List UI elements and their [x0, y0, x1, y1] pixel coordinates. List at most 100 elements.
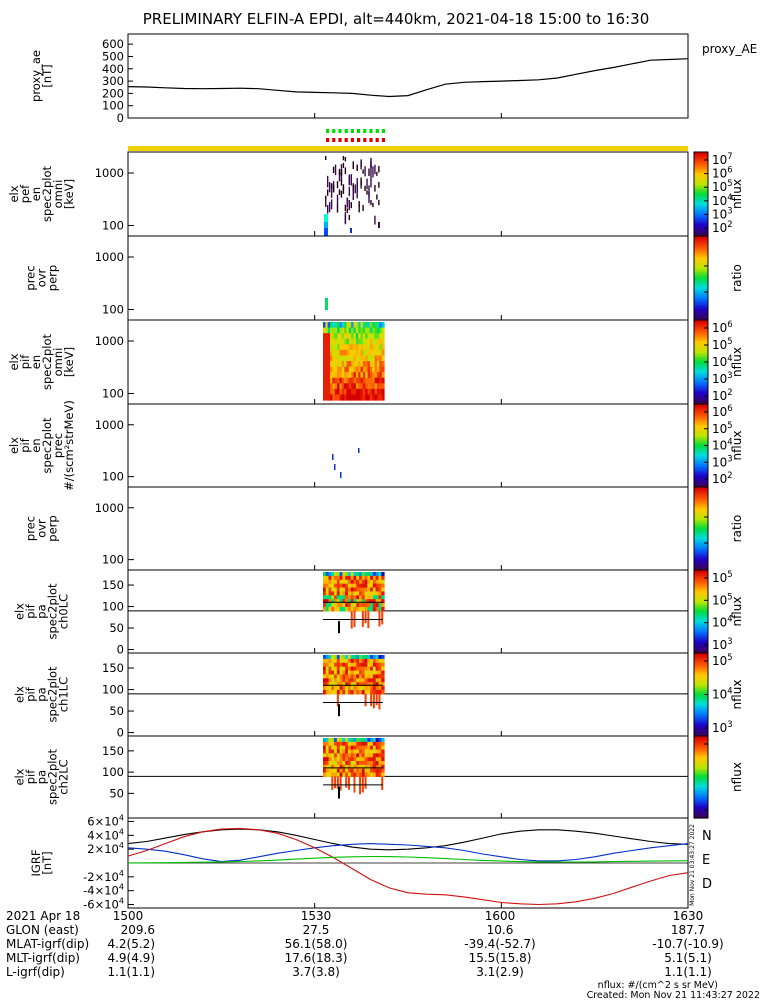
- spectrogram-cell: [362, 169, 364, 174]
- spectrogram-cell: [327, 333, 331, 340]
- spectrogram-cell: [367, 572, 371, 577]
- colorbar-cell: [694, 719, 708, 723]
- spectrogram-cell: [361, 591, 366, 596]
- colorbar-cell: [694, 420, 708, 424]
- spectrogram-cell: [361, 572, 366, 577]
- colorbar-cell: [694, 791, 708, 794]
- spectrogram-cell: [328, 670, 332, 676]
- y-tick-label: 1000: [95, 166, 124, 180]
- colorbar-cell: [694, 263, 708, 266]
- spectrogram-cell: [369, 377, 373, 384]
- spectrogram-cell: [370, 749, 374, 754]
- spectrogram-cell: [364, 666, 368, 672]
- y-tick-label: 100: [102, 303, 124, 317]
- spectrogram-cell: [341, 366, 345, 373]
- spectrogram-cell: [342, 772, 346, 777]
- spectrogram-cell: [341, 372, 345, 379]
- colorbar-cell: [694, 632, 708, 635]
- colorbar-cell: [694, 305, 708, 308]
- spectrogram-cell: [334, 579, 338, 585]
- colorbar-label: nflux: [730, 762, 744, 792]
- x-row-value: 4.9(4.9): [107, 951, 155, 965]
- spectrogram-cell: [359, 757, 363, 762]
- y-axis-label-line: perp: [46, 515, 60, 541]
- spectrogram-cell: [370, 686, 374, 691]
- spectrogram-cell: [375, 682, 380, 687]
- spectrogram-cell: [332, 372, 336, 379]
- spectrogram-cell: [325, 579, 330, 585]
- spectrogram-cell: [370, 572, 374, 577]
- spectrogram-cell: [355, 349, 359, 357]
- spectrogram-cell: [325, 753, 330, 758]
- spectrogram-cell: [364, 745, 368, 751]
- spectrogram-cell: [376, 344, 380, 351]
- colorbar-cell: [694, 646, 708, 650]
- colorbar-cell: [694, 572, 708, 575]
- colorbar-cell: [694, 740, 708, 743]
- spectrogram-cell: [368, 185, 370, 197]
- colorbar-cell: [694, 378, 708, 382]
- spectrogram-cell: [348, 388, 352, 396]
- spectrogram-cell: [348, 327, 352, 334]
- status-tick-red: [369, 138, 373, 142]
- colorbar-frame: [693, 735, 709, 819]
- colorbar-cell: [694, 275, 708, 279]
- spectrogram-cell: [344, 366, 348, 373]
- spectrogram-cell: [336, 587, 341, 593]
- spectrogram-cell: [367, 670, 371, 676]
- colorbar-cell: [694, 626, 708, 629]
- spectrogram-cell: [347, 772, 352, 777]
- spectrogram-cell: [336, 768, 341, 774]
- colorbar-cell: [694, 615, 708, 619]
- y-tick-label: 150: [102, 744, 124, 758]
- spectrogram-cell: [342, 764, 346, 770]
- spectrogram-cell: [360, 372, 364, 379]
- spectrogram-cell: [367, 745, 371, 751]
- spectrogram-cell: [358, 322, 362, 329]
- y-axis-label-line: spec2plot: [40, 333, 54, 390]
- spectrogram-cell: [325, 678, 330, 683]
- spectrogram-cell: [339, 394, 343, 401]
- spectrogram-cell: [361, 738, 366, 743]
- colorbar-cell: [694, 797, 708, 801]
- x-row-value: 56.1(58.0): [285, 937, 348, 951]
- spectrogram-cell: [345, 745, 349, 751]
- colorbar-cell: [694, 659, 708, 662]
- spectrogram-cell: [347, 678, 352, 683]
- spectrogram-cell: [359, 682, 363, 687]
- spectrogram-cell: [323, 361, 326, 368]
- colorbar-cell: [694, 688, 708, 691]
- spectrogram-cell: [370, 606, 374, 612]
- spectrogram-cell: [323, 327, 326, 334]
- spectrogram-cell: [339, 658, 344, 664]
- spectrogram-cell: [323, 741, 327, 747]
- spectrogram-cell: [378, 655, 382, 660]
- spectrogram-cell: [338, 189, 341, 195]
- colorbar-cell: [694, 694, 708, 698]
- y-axis-label-line: en: [29, 438, 43, 452]
- spectrogram-cell: [331, 689, 335, 695]
- spectrogram-cell: [339, 587, 344, 593]
- colorbar-cell: [694, 294, 708, 298]
- spectrogram-cell: [327, 383, 331, 390]
- spectrogram-cell: [362, 327, 366, 334]
- spectrogram-cell: [347, 575, 352, 581]
- colorbar-cell: [694, 603, 708, 606]
- colorbar-cell: [694, 690, 708, 694]
- spectrogram-cell: [327, 361, 331, 368]
- spectrogram-cell: [330, 183, 333, 190]
- colorbar-cell: [694, 736, 708, 739]
- colorbar-cell: [694, 225, 708, 229]
- spectrogram-cell: [339, 595, 344, 600]
- spectrogram-cell: [339, 655, 344, 660]
- spectrogram-cell: [381, 670, 385, 676]
- spectrogram-cell: [378, 199, 380, 206]
- y-tick-label: 100: [102, 387, 124, 401]
- spectrogram-cell: [350, 682, 355, 687]
- spectrogram-cell: [381, 587, 385, 593]
- spectrogram-cell: [369, 349, 373, 357]
- spectrogram-cell: [372, 678, 377, 683]
- spectrogram-cell: [368, 191, 370, 204]
- spectrogram-cell: [356, 686, 360, 691]
- status-tick-green: [338, 129, 342, 133]
